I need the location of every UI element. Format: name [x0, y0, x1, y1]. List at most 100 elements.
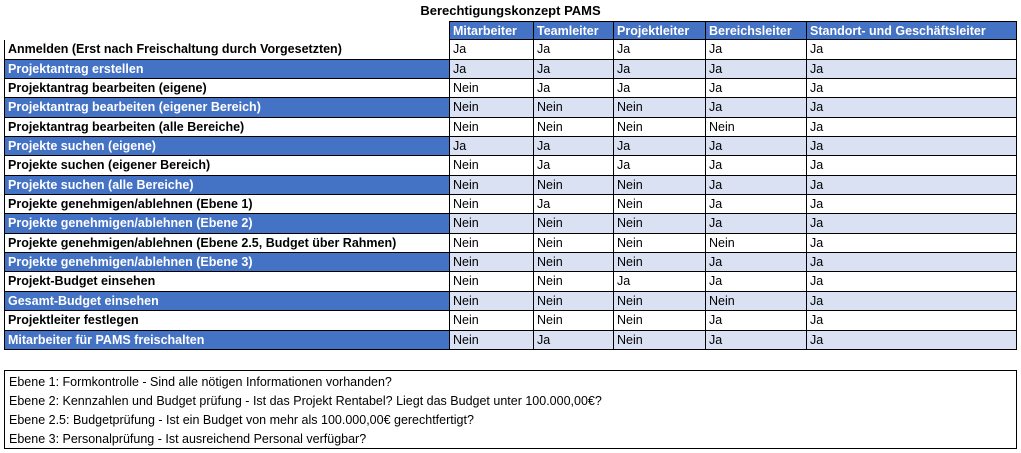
permission-cell: Nein [614, 214, 706, 234]
table-row: Projekte genehmigen/ablehnen (Ebene 2) Ne… [4, 214, 1017, 234]
permission-label: Projektantrag bearbeiten (eigene) [4, 79, 450, 99]
note-line: Ebene 2.5: Budgetprüfung - Ist ein Budge… [9, 413, 474, 427]
permission-cell: Ja [807, 98, 1017, 118]
permission-cell: Nein [450, 98, 534, 118]
table-row: Projektleiter festlegen Nein Nein Nein Ja Ja [4, 311, 1017, 331]
permission-cell: Ja [614, 137, 706, 157]
permission-cell: Ja [706, 137, 807, 157]
note-line: Ebene 3: Personalprüfung - Ist ausreiche… [9, 432, 367, 446]
permission-cell: Ja [614, 40, 706, 60]
permission-cell: Nein [450, 291, 534, 312]
table-body: Anmelden (Erst nach Freischaltung durch … [4, 40, 1017, 350]
permission-cell: Nein [534, 253, 614, 273]
table-row: Projekte genehmigen/ablehnen (Ebene 3) Ne… [4, 253, 1017, 273]
permission-cell: Nein [614, 117, 706, 138]
permission-cell: Nein [614, 311, 706, 331]
column-header-bereichsleiter: Bereichsleiter [706, 21, 807, 41]
permission-label: Projektantrag bearbeiten (alle Bereiche) [4, 117, 450, 138]
permission-table: Mitarbeiter Teamleiter Projektleiter Ber… [4, 21, 1017, 350]
permission-cell: Ja [706, 175, 807, 196]
permission-cell: Ja [450, 59, 534, 80]
permission-cell: Nein [614, 175, 706, 196]
permission-cell: Ja [807, 311, 1017, 331]
permission-cell: Ja [807, 59, 1017, 80]
table-row: Projekte suchen (eigener Bereich) Nein Ja J… [4, 156, 1017, 176]
permission-cell: Ja [534, 195, 614, 215]
permission-cell: Ja [706, 330, 807, 350]
permission-cell: Nein [450, 214, 534, 234]
permission-cell: Ja [807, 233, 1017, 254]
permission-cell: Ja [706, 79, 807, 99]
permission-cell: Nein [450, 272, 534, 292]
permission-cell: Nein [614, 253, 706, 273]
permission-cell: Ja [807, 117, 1017, 138]
permission-label: Anmelden (Erst nach Freischaltung durch … [4, 40, 450, 60]
permission-cell: Ja [807, 253, 1017, 273]
table-row: Projekte suchen (eigene) Ja Ja Ja Ja Ja [4, 137, 1017, 157]
permission-cell: Nein [706, 233, 807, 254]
permission-cell: Ja [807, 195, 1017, 215]
permission-cell: Ja [614, 79, 706, 99]
permission-label: Projektantrag erstellen [4, 59, 450, 80]
permission-cell: Nein [706, 117, 807, 138]
permission-cell: Nein [534, 214, 614, 234]
permission-cell: Ja [807, 137, 1017, 157]
permission-label: Mitarbeiter für PAMS freischalten [4, 330, 450, 350]
permission-cell: Ja [706, 195, 807, 215]
permission-cell: Ja [614, 156, 706, 176]
column-header-teamleiter: Teamleiter [534, 21, 614, 41]
note-line: Ebene 2: Kennzahlen und Budget prüfung -… [9, 394, 602, 408]
permission-cell: Nein [450, 117, 534, 138]
permission-label: Projekte genehmigen/ablehnen (Ebene 2.5,… [4, 233, 450, 254]
permission-cell: Ja [706, 98, 807, 118]
table-row: Gesamt-Budget einsehen Nein Nein Nein Nein Ja [4, 291, 1017, 312]
permission-cell: Ja [807, 291, 1017, 312]
table-row: Projekt-Budget einsehen Nein Nein Ja Ja Ja [4, 272, 1017, 292]
table-row: Projektantrag bearbeiten (eigene) Nein Ja J… [4, 79, 1017, 99]
permission-cell: Ja [807, 175, 1017, 196]
permission-cell: Ja [534, 156, 614, 176]
column-header-geschaeftsleiter: Standort- und Geschäftsleiter [807, 21, 1017, 41]
permission-cell: Nein [534, 291, 614, 312]
table-header-row: Mitarbeiter Teamleiter Projektleiter Ber… [4, 21, 1017, 41]
permission-cell: Ja [706, 214, 807, 234]
permission-cell: Nein [450, 175, 534, 196]
permission-label: Gesamt-Budget einsehen [4, 291, 450, 312]
permission-cell: Ja [534, 40, 614, 60]
permission-cell: Nein [534, 272, 614, 292]
page-title: Berechtigungskonzept PAMS [420, 3, 601, 18]
column-header-mitarbeiter: Mitarbeiter [450, 21, 534, 41]
permission-cell: Nein [534, 98, 614, 118]
permission-cell: Ja [614, 59, 706, 80]
table-row: Projekte genehmigen/ablehnen (Ebene 1) Ne… [4, 195, 1017, 215]
permission-label: Projekte genehmigen/ablehnen (Ebene 1) [4, 195, 450, 215]
permission-cell: Ja [614, 272, 706, 292]
permission-cell: Ja [706, 40, 807, 60]
table-row: Anmelden (Erst nach Freischaltung durch … [4, 40, 1017, 60]
permission-cell: Nein [450, 79, 534, 99]
permission-cell: Ja [807, 330, 1017, 350]
permission-label: Projekte genehmigen/ablehnen (Ebene 2) [4, 214, 450, 234]
permission-cell: Ja [807, 40, 1017, 60]
permission-label: Projekte suchen (alle Bereiche) [4, 175, 450, 196]
permission-cell: Ja [706, 156, 807, 176]
permission-cell: Ja [450, 40, 534, 60]
table-row: Mitarbeiter für PAMS freischalten Nein Ja N… [4, 330, 1017, 350]
permission-label: Projekte genehmigen/ablehnen (Ebene 3) [4, 253, 450, 273]
permission-cell: Nein [614, 233, 706, 254]
permission-cell: Nein [534, 311, 614, 331]
permission-cell: Ja [807, 156, 1017, 176]
permission-cell: Ja [807, 79, 1017, 99]
permission-cell: Ja [706, 311, 807, 331]
table-row: Projekte suchen (alle Bereiche) Nein Nein N… [4, 175, 1017, 196]
permission-cell: Nein [450, 195, 534, 215]
permission-label: Projektleiter festlegen [4, 311, 450, 331]
table-row: Projektantrag erstellen Ja Ja Ja Ja Ja [4, 59, 1017, 80]
permission-cell: Ja [807, 214, 1017, 234]
permission-cell: Nein [450, 156, 534, 176]
permission-cell: Nein [450, 311, 534, 331]
permission-cell: Nein [534, 117, 614, 138]
permission-cell: Nein [614, 195, 706, 215]
permission-cell: Ja [534, 59, 614, 80]
permission-cell: Ja [534, 330, 614, 350]
